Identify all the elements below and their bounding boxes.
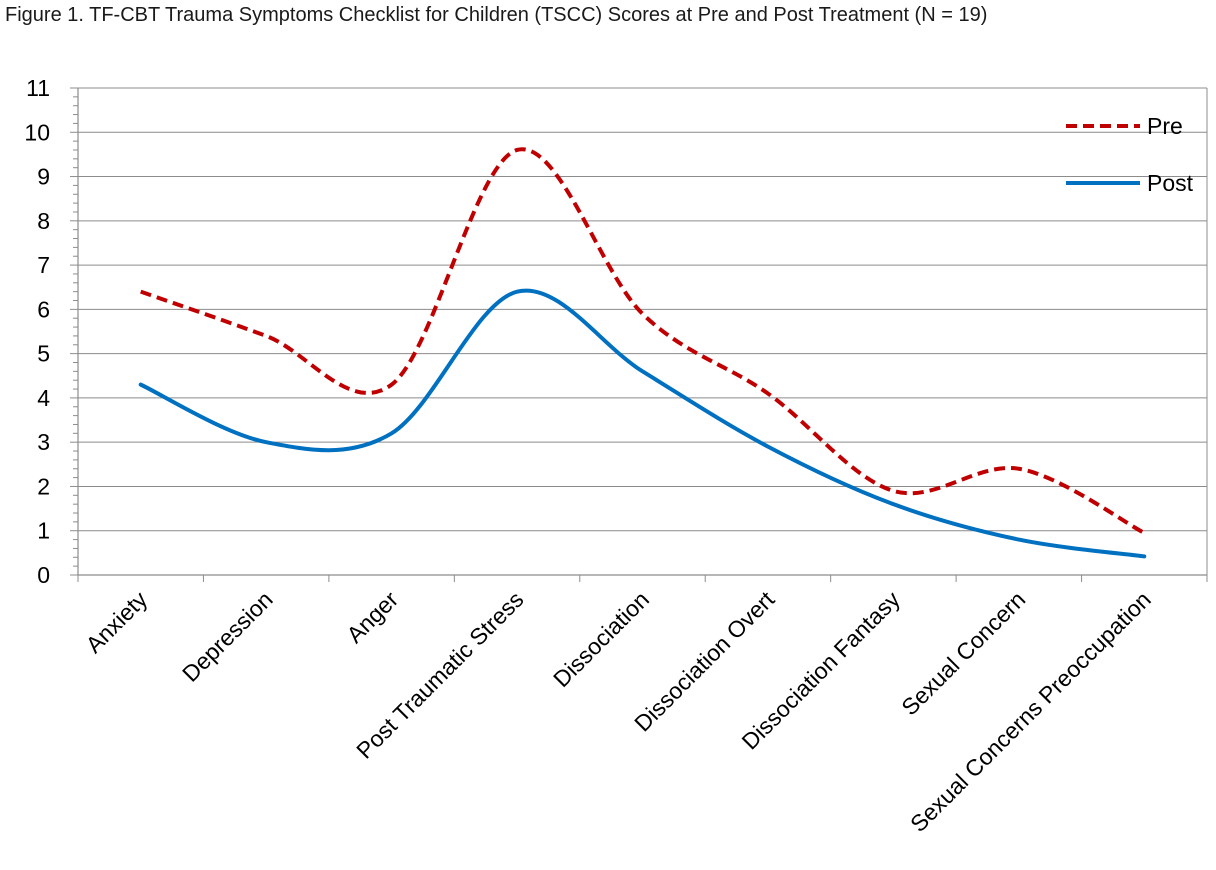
series-line-post <box>138 288 1147 559</box>
y-tick-label: 2 <box>37 473 50 499</box>
y-tick-label: 7 <box>37 252 50 278</box>
axes <box>70 87 1208 582</box>
y-tick-label: 8 <box>37 208 50 234</box>
y-tick-label: 4 <box>37 385 50 411</box>
legend-label-pre: Pre <box>1147 113 1183 139</box>
x-category-label: Anger <box>341 586 403 648</box>
x-category-label: Sexual Concern <box>896 586 1030 720</box>
y-tick-label: 9 <box>37 164 50 190</box>
y-tick-label: 6 <box>37 296 50 322</box>
y-tick-label: 5 <box>37 341 50 367</box>
x-category-label: Sexual Concerns Preoccupation <box>905 586 1156 837</box>
y-tick-label: 3 <box>37 429 50 455</box>
series-lines <box>138 147 1147 559</box>
gridlines <box>78 87 1208 575</box>
legend-label-post: Post <box>1147 170 1194 196</box>
series-line-pre <box>140 147 1146 535</box>
chart-title: Figure 1. TF-CBT Trauma Symptoms Checkli… <box>5 4 988 26</box>
y-tick-label: 0 <box>37 562 50 588</box>
x-category-label: Dissociation <box>548 586 654 692</box>
y-tick-label: 11 <box>26 75 50 101</box>
legend: Pre Post <box>1066 113 1194 196</box>
x-category-label: Anxiety <box>81 586 153 658</box>
y-tick-labels: 0 1 2 3 4 5 6 7 8 9 10 11 <box>24 75 50 588</box>
y-tick-label: 1 <box>37 518 50 544</box>
x-category-label: Dissociation Overt <box>629 586 780 737</box>
x-category-label: Depression <box>177 586 278 687</box>
y-tick-label: 10 <box>24 119 50 145</box>
